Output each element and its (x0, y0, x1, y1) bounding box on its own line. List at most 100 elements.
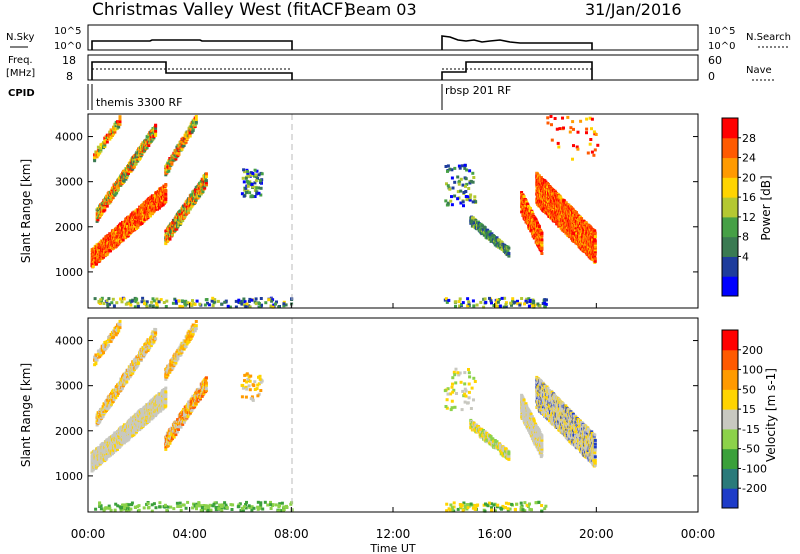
scatter-cell (167, 169, 171, 173)
scatter-cell (193, 123, 197, 127)
scatter-cell (559, 196, 563, 200)
power-marks (90, 115, 600, 309)
scatter-cell (157, 206, 161, 210)
scatter-cell (143, 302, 146, 306)
scatter-cell (175, 227, 179, 231)
scatter-cell (207, 303, 211, 307)
scatter-cell (123, 168, 127, 172)
scatter-cell (465, 182, 469, 186)
scatter-cell (459, 189, 463, 193)
scatter-cell (486, 228, 490, 232)
scatter-cell (113, 130, 117, 134)
colorbar-swatch (722, 256, 738, 277)
nave-tick-bottom: 0 (708, 70, 715, 83)
colorbar-tick-label: 12 (742, 211, 756, 224)
scatter-cell (95, 219, 99, 223)
scatter-cell (136, 304, 140, 308)
scatter-cell (110, 301, 114, 305)
scatter-cell (115, 301, 119, 305)
scatter-cell (589, 138, 593, 141)
scatter-cell (461, 183, 465, 187)
scatter-cell (527, 304, 531, 308)
scatter-cell (490, 232, 494, 236)
scatter-cell (106, 251, 110, 255)
scatter-cell (186, 135, 190, 139)
scatter-cell (154, 126, 158, 130)
scatter-cell (183, 214, 187, 218)
scatter-cell (108, 134, 112, 138)
scatter-cell (187, 206, 191, 210)
scatter-cell (447, 298, 451, 302)
nsearch-tick-bottom: 10^0 (708, 41, 735, 52)
scatter-cell (257, 186, 260, 190)
scatter-cell (152, 299, 156, 303)
scatter-cell (177, 218, 181, 222)
nsky-trace (91, 35, 593, 50)
scatter-cell (173, 151, 177, 155)
scatter-cell (536, 302, 540, 306)
scatter-cell (150, 300, 154, 304)
scatter-cell (99, 298, 103, 302)
scatter-cell (136, 225, 140, 229)
scatter-cell (154, 129, 158, 133)
scatter-cell (255, 192, 259, 196)
scatter-cell (472, 304, 476, 308)
scatter-cell (500, 241, 504, 244)
y-tick-label: 4000 (55, 131, 83, 144)
scatter-cell (590, 127, 593, 131)
scatter-cell (446, 203, 450, 207)
freq-panel-frame (87, 54, 699, 81)
scatter-cell (189, 302, 193, 306)
scatter-cell (593, 229, 597, 233)
scatter-cell (226, 304, 230, 308)
scatter-cell (510, 303, 513, 307)
scatter-cell (164, 197, 168, 201)
scatter-cell (248, 191, 252, 195)
scatter-cell (151, 304, 155, 308)
scatter-cell (470, 224, 474, 228)
scatter-cell (136, 159, 140, 163)
scatter-cell (191, 127, 195, 131)
scatter-cell (467, 304, 471, 308)
scatter-cell (444, 165, 448, 168)
beam-label: Beam 03 (345, 0, 417, 19)
freq-tick-bottom: 8 (66, 70, 73, 83)
scatter-cell (174, 157, 178, 161)
cpid-segment-1: themis 3300 RF (96, 96, 183, 109)
scatter-cell (198, 183, 202, 187)
scatter-cell (448, 187, 452, 191)
scatter-cell (525, 297, 529, 301)
scatter-cell (109, 136, 113, 139)
colorbar-swatch (722, 118, 738, 139)
scatter-cell (120, 300, 124, 304)
scatter-cell (185, 137, 189, 141)
colorbar-swatch (722, 216, 738, 238)
scatter-cell (95, 155, 99, 159)
scatter-cell (152, 135, 156, 138)
scatter-cell (558, 127, 562, 131)
scatter-cell (141, 296, 145, 300)
scatter-cell (568, 130, 572, 134)
scatter-cell (450, 176, 454, 180)
scatter-cell (593, 250, 597, 254)
scatter-cell (489, 299, 493, 303)
colorbar-tick-label: 24 (742, 152, 756, 165)
freq-label: Freq. (8, 55, 33, 66)
scatter-cell (242, 180, 246, 184)
freq-tick-top: 18 (62, 54, 76, 67)
scatter-cell (100, 211, 104, 215)
scatter-cell (99, 149, 103, 153)
scatter-cell (593, 257, 597, 261)
scatter-cell (258, 305, 262, 309)
scatter-cell (489, 239, 493, 243)
scatter-cell (163, 186, 167, 190)
scatter-cell (448, 167, 452, 171)
scatter-cell (531, 304, 535, 308)
scatter-cell (543, 301, 547, 305)
scatter-cell (223, 300, 227, 304)
scatter-cell (507, 246, 511, 250)
scatter-cell (149, 214, 152, 218)
scatter-cell (275, 300, 278, 304)
scatter-cell (580, 217, 584, 221)
